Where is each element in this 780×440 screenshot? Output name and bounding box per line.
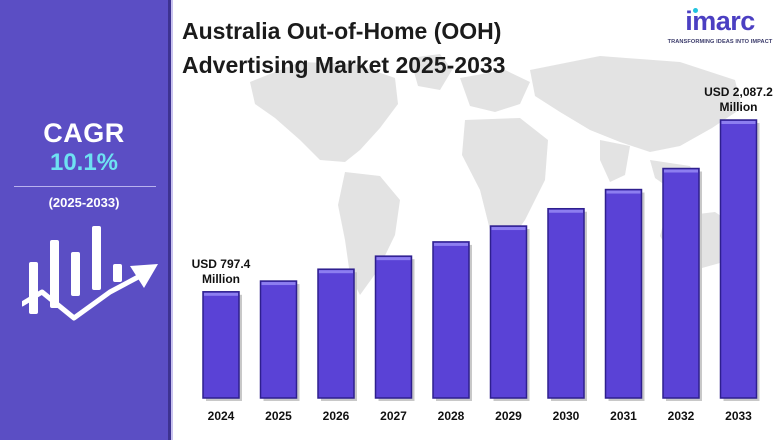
bar-rect bbox=[317, 268, 355, 399]
cagr-period: (2025-2033) bbox=[48, 195, 120, 210]
bar-rect bbox=[259, 280, 298, 399]
logo-wordmark: imarc bbox=[685, 6, 755, 36]
bar-2031 bbox=[604, 188, 645, 401]
x-tick-label-2025: 2025 bbox=[265, 409, 292, 423]
logo-dot-icon bbox=[693, 8, 698, 13]
x-tick-label-2024: 2024 bbox=[208, 409, 235, 423]
chart-title: Australia Out-of-Home (OOH) Advertising … bbox=[182, 14, 602, 82]
bar-highlight bbox=[664, 169, 698, 173]
bar-rect bbox=[547, 207, 585, 399]
bar-rect bbox=[604, 188, 643, 399]
bar-highlight bbox=[491, 227, 526, 231]
bar-highlight bbox=[606, 190, 641, 194]
bar-2027 bbox=[374, 255, 415, 401]
cagr-divider bbox=[14, 186, 156, 187]
bar-highlight bbox=[261, 282, 296, 286]
chart-title-line-1: Australia Out-of-Home (OOH) bbox=[182, 18, 502, 44]
bar-rect bbox=[489, 225, 528, 399]
data-label-2024: USD 797.4 bbox=[192, 257, 251, 271]
bar-highlight bbox=[376, 257, 411, 261]
bar-rect bbox=[374, 255, 413, 399]
logo-tagline: TRANSFORMING IDEAS INTO IMPACT bbox=[667, 39, 773, 45]
world-map bbox=[250, 54, 742, 295]
bar-highlight bbox=[549, 209, 583, 213]
bar-2029 bbox=[489, 225, 530, 401]
bar-highlight bbox=[319, 270, 353, 274]
bar-highlight bbox=[721, 121, 756, 124]
bar-rect bbox=[432, 241, 470, 399]
data-label-2033: USD 2,087.2 bbox=[704, 85, 773, 99]
bar-2030 bbox=[547, 207, 587, 401]
bar-2025 bbox=[259, 280, 300, 401]
bar-2032 bbox=[662, 167, 702, 401]
x-tick-label-2029: 2029 bbox=[495, 409, 522, 423]
x-tick-label-2028: 2028 bbox=[438, 409, 465, 423]
x-tick-label-2032: 2032 bbox=[668, 409, 695, 423]
x-tick-label-2027: 2027 bbox=[380, 409, 407, 423]
bar-2024 bbox=[202, 291, 242, 401]
x-tick-label-2031: 2031 bbox=[610, 409, 637, 423]
bar-rect bbox=[202, 291, 240, 399]
data-label-unit-2033: Million bbox=[720, 100, 758, 114]
x-tick-label-2030: 2030 bbox=[553, 409, 580, 423]
bar-rect bbox=[719, 119, 758, 399]
bar-2033 bbox=[719, 119, 760, 401]
bar-2026 bbox=[317, 268, 357, 401]
chart-title-line-2: Advertising Market 2025-2033 bbox=[182, 52, 506, 78]
bar-2028 bbox=[432, 241, 472, 401]
x-tick-label-2026: 2026 bbox=[323, 409, 350, 423]
cagr-panel: CAGR 10.1% (2025-2033) bbox=[0, 0, 168, 440]
imarc-logo: imarc TRANSFORMING IDEAS INTO IMPACT bbox=[666, 6, 774, 52]
panel-edge-stripe bbox=[168, 0, 171, 440]
cagr-label: CAGR bbox=[43, 118, 125, 148]
panel-edge-highlight bbox=[171, 0, 173, 440]
cagr-value: 10.1% bbox=[49, 149, 119, 176]
x-tick-label-2033: 2033 bbox=[725, 409, 752, 423]
bar-highlight bbox=[434, 242, 468, 246]
bar-highlight bbox=[204, 292, 238, 296]
bar-rect bbox=[662, 167, 700, 399]
data-label-unit-2024: Million bbox=[202, 272, 240, 286]
bar-chart-growth-icon bbox=[22, 226, 158, 321]
